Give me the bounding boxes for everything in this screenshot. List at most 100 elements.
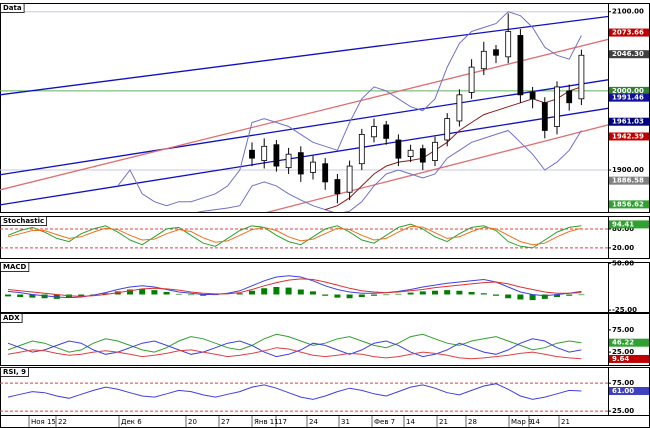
candle-body xyxy=(529,92,536,100)
candle-body xyxy=(310,161,316,173)
trend-line xyxy=(265,124,608,212)
candle-body xyxy=(383,124,390,139)
x-tick-label: 14 xyxy=(531,418,540,426)
x-tick-label: 24 xyxy=(309,418,318,426)
x-tick-label: Янв 11 xyxy=(254,418,279,426)
histogram-bar xyxy=(358,294,365,297)
value-marker xyxy=(609,200,649,209)
x-tick-label: 14 xyxy=(406,418,415,426)
candle-body xyxy=(578,54,585,100)
value-marker-label: 1886.58 xyxy=(612,177,644,185)
x-tick-label: Дек 6 xyxy=(121,418,142,426)
panel-title: Data xyxy=(3,4,22,12)
plot xyxy=(7,333,582,360)
candle-body xyxy=(346,165,353,193)
x-tick-label: 20 xyxy=(188,418,197,426)
trend-line xyxy=(0,107,608,206)
panel-title-box xyxy=(0,216,48,226)
histogram-bar xyxy=(102,293,109,295)
candle-body xyxy=(419,148,426,163)
histogram-bar xyxy=(334,294,341,298)
histogram-bar xyxy=(505,294,512,299)
series-line xyxy=(7,275,582,299)
x-tick-label: 17 xyxy=(278,418,287,426)
panel-title-box xyxy=(0,367,29,377)
histogram-bar xyxy=(297,289,304,295)
candle-body xyxy=(505,31,512,58)
histogram-bar xyxy=(444,290,451,295)
histogram-bar xyxy=(261,288,268,295)
value-marker-label: 1991.46 xyxy=(612,94,644,102)
candle-body xyxy=(395,139,402,159)
y-tick-label: 25.00 xyxy=(612,407,634,415)
value-marker xyxy=(609,93,649,102)
series-line xyxy=(7,223,582,249)
value-marker xyxy=(609,387,649,395)
panel-frame xyxy=(0,216,609,259)
x-tick-label: 21 xyxy=(439,418,448,426)
histogram-bar xyxy=(188,294,194,296)
series-line xyxy=(7,338,582,358)
axis-panel xyxy=(608,262,650,313)
histogram-bar xyxy=(127,289,133,295)
trend-line xyxy=(0,38,608,191)
histogram-bar xyxy=(432,290,438,295)
value-marker xyxy=(609,50,649,59)
panel-title: ADX xyxy=(3,314,20,322)
value-marker xyxy=(609,220,649,229)
value-marker xyxy=(609,132,649,141)
candle-body xyxy=(285,153,292,169)
candle-body xyxy=(432,141,438,161)
histogram-bar xyxy=(371,294,377,296)
histogram-bar xyxy=(456,290,463,295)
histogram-bar xyxy=(419,291,426,295)
panel-frame xyxy=(0,313,609,366)
value-marker xyxy=(609,338,649,347)
candle-body xyxy=(517,35,524,96)
candle-body xyxy=(456,94,463,122)
histogram-bar xyxy=(310,291,316,295)
histogram-bar xyxy=(175,293,182,295)
candle-body xyxy=(371,126,377,138)
histogram-bar xyxy=(5,294,11,297)
histogram-bar xyxy=(236,293,243,295)
y-tick-label: 75.00 xyxy=(612,326,634,334)
value-marker xyxy=(609,28,649,37)
value-marker-label: 1856.62 xyxy=(612,200,644,208)
panel-frame xyxy=(0,3,609,213)
histogram-bar xyxy=(29,294,36,298)
value-marker-label: 61.00 xyxy=(612,387,634,395)
series-line xyxy=(325,86,582,211)
series-line xyxy=(7,225,582,246)
value-marker-label: 1961.03 xyxy=(612,118,644,126)
value-marker-label: 94.41 xyxy=(612,220,634,228)
histogram-bar xyxy=(41,294,48,299)
x-tick-label: 27 xyxy=(221,418,230,426)
y-tick-label: 2100.00 xyxy=(612,8,644,16)
x-axis-strip xyxy=(0,415,650,428)
value-marker xyxy=(609,117,649,126)
candle-body xyxy=(358,134,365,165)
value-marker-label: 9.64 xyxy=(612,355,629,363)
panel-title: Stochastic xyxy=(3,217,44,225)
candle-body xyxy=(334,179,341,195)
panel-title: RSI, 9 xyxy=(3,368,26,376)
value-marker xyxy=(609,176,649,185)
histogram-bar xyxy=(517,294,524,300)
histogram-bar xyxy=(285,287,292,295)
histogram-bar xyxy=(395,293,402,295)
histogram-bar xyxy=(566,294,573,296)
y-tick-label: -25.00 xyxy=(612,306,637,314)
histogram-bar xyxy=(151,290,158,295)
candle-body xyxy=(541,102,548,131)
x-tick-label: 21 xyxy=(561,418,570,426)
histogram-bar xyxy=(273,287,280,295)
histogram-bar xyxy=(78,294,85,297)
value-marker xyxy=(609,86,649,95)
candle-body xyxy=(297,152,304,175)
panel-title-box xyxy=(0,313,23,323)
candle-body xyxy=(249,149,255,159)
series-line xyxy=(7,333,582,353)
y-tick-label: 25.00 xyxy=(612,348,634,356)
histogram-bar xyxy=(554,294,560,297)
